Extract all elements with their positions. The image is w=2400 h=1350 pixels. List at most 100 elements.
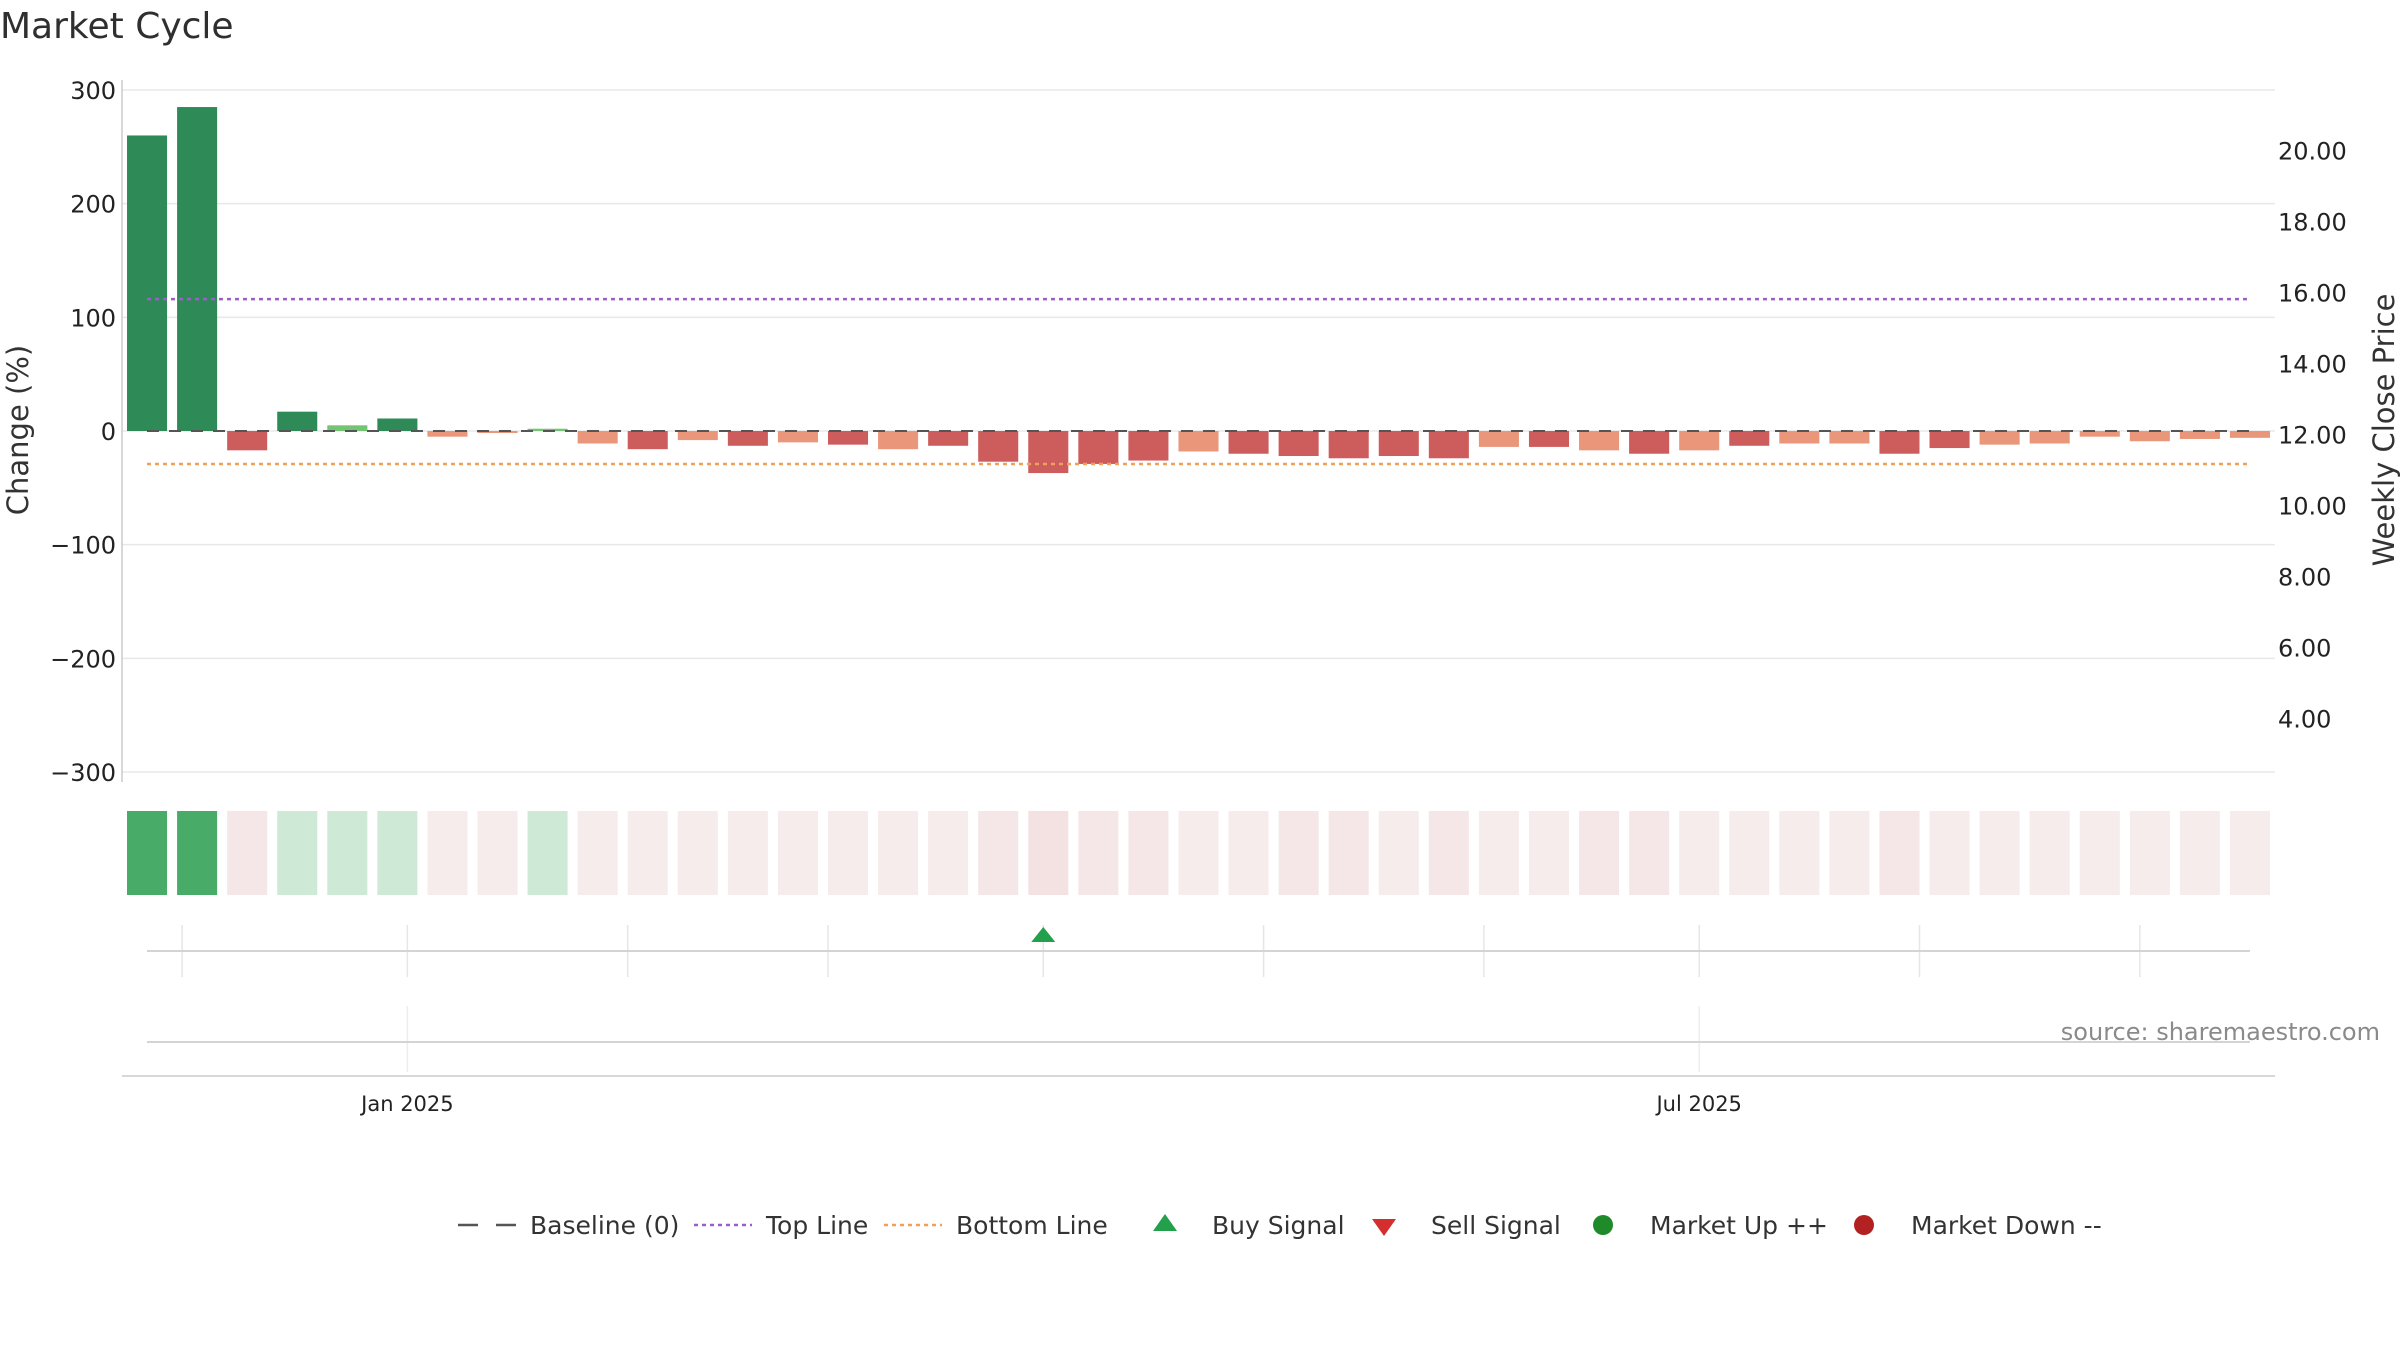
heat-cell [577, 811, 618, 895]
y-tick-label: −200 [50, 645, 116, 673]
change-bar [978, 431, 1019, 462]
change-bar [2079, 431, 2120, 437]
y2-tick-label: 18.00 [2278, 208, 2347, 236]
change-bar [427, 431, 468, 437]
legend-label: Buy Signal [1212, 1211, 1345, 1240]
change-bar [377, 418, 418, 431]
heat-cell [1028, 811, 1069, 895]
change-bar [1879, 431, 1920, 454]
heat-cell [1579, 811, 1620, 895]
heat-cell [2029, 811, 2070, 895]
heat-cell [477, 811, 518, 895]
y2-axis-label: Weekly Close Price [2367, 294, 2400, 567]
heat-cell [1328, 811, 1369, 895]
y2-tick-label: 14.00 [2278, 351, 2347, 379]
change-bar [1078, 431, 1119, 464]
change-bar [1378, 431, 1419, 457]
change-bar [1979, 431, 2020, 445]
y-tick-label: −100 [50, 532, 116, 560]
legend-item: Baseline (0) [458, 1211, 679, 1240]
change-bar [1829, 431, 1870, 444]
heat-cell [777, 811, 818, 895]
heat-cell [1829, 811, 1870, 895]
change-bar [527, 428, 568, 431]
y-tick-label: 100 [70, 304, 116, 332]
heat-cell [1779, 811, 1820, 895]
y2-tick-label: 8.00 [2278, 564, 2331, 592]
change-bar [1779, 431, 1820, 444]
y2-tick-label: 12.00 [2278, 422, 2347, 450]
change-bar [227, 431, 268, 451]
legend-label: Bottom Line [956, 1211, 1108, 1240]
heat-cell [1228, 811, 1269, 895]
y-axis: 300 200 100 0 −100 −200 −300 [50, 77, 123, 787]
signal-panel [147, 925, 2250, 977]
heat-cell [978, 811, 1019, 895]
heat-cell [1128, 811, 1169, 895]
heat-cell [1478, 811, 1519, 895]
change-bar [2229, 431, 2270, 438]
source-label: source: sharemaestro.com [2061, 1018, 2380, 1046]
heat-cell [427, 811, 468, 895]
heat-cell [1879, 811, 1920, 895]
change-bar [1328, 431, 1369, 459]
chart-title: Market Cycle [0, 6, 234, 47]
y2-axis: 20.00 18.00 16.00 14.00 12.00 10.00 8.00 6.00 4.… [2278, 137, 2347, 733]
y2-tick-label: 10.00 [2278, 493, 2347, 521]
legend-label: Market Down -- [1911, 1211, 2102, 1240]
market-heat-strip [127, 811, 2270, 895]
change-bar [327, 425, 368, 431]
change-bar [1729, 431, 1770, 446]
change-bar [477, 431, 518, 433]
legend-label: Top Line [765, 1211, 868, 1240]
heat-cell [1929, 811, 1970, 895]
heat-cell [127, 811, 168, 895]
y-axis-label: Change (%) [1, 345, 35, 515]
heat-cell [727, 811, 768, 895]
legend-item: Buy Signal [1153, 1211, 1345, 1240]
change-bar [777, 431, 818, 443]
change-bar [827, 431, 869, 445]
buy-signal-marker [1031, 927, 1056, 942]
heat-cell [1378, 811, 1419, 895]
change-bar [127, 135, 168, 431]
change-bar [1128, 431, 1169, 461]
change-bar [577, 431, 618, 444]
x-tick-label: Jan 2025 [359, 1092, 454, 1116]
y-tick-label: 200 [70, 191, 116, 219]
heat-cell [227, 811, 268, 895]
timeline-panel: Jan 2025 Jul 2025 [122, 1006, 2275, 1116]
heat-cell [627, 811, 668, 895]
y-tick-label: 300 [70, 77, 116, 105]
change-bar [727, 431, 768, 446]
change-bar [277, 411, 318, 431]
heat-cell [2229, 811, 2270, 895]
heat-cell [677, 811, 718, 895]
y2-tick-label: 16.00 [2278, 279, 2347, 307]
change-bar [1278, 431, 1319, 457]
y2-tick-label: 4.00 [2278, 706, 2331, 734]
heat-cell [177, 811, 218, 895]
heat-cell [1979, 811, 2020, 895]
change-bar [928, 431, 969, 446]
legend-item: Market Down -- [1854, 1211, 2102, 1240]
legend-item: Sell Signal [1372, 1211, 1561, 1240]
heat-cell [2129, 811, 2170, 895]
heat-cell [2179, 811, 2220, 895]
legend-label: Market Up ++ [1650, 1211, 1828, 1240]
y2-tick-label: 6.00 [2278, 635, 2331, 663]
heat-cell [827, 811, 869, 895]
legend-circle-icon [1593, 1215, 1613, 1235]
change-bar [2179, 431, 2220, 439]
change-bar [1428, 431, 1469, 459]
change-bars [127, 107, 2270, 474]
legend-circle-icon [1854, 1215, 1874, 1235]
heat-cell [277, 811, 318, 895]
heat-cell [1679, 811, 1720, 895]
change-bar [878, 431, 919, 450]
change-bar [1929, 431, 1970, 449]
heat-cell [527, 811, 568, 895]
change-bar [177, 107, 218, 432]
heat-cell [928, 811, 969, 895]
